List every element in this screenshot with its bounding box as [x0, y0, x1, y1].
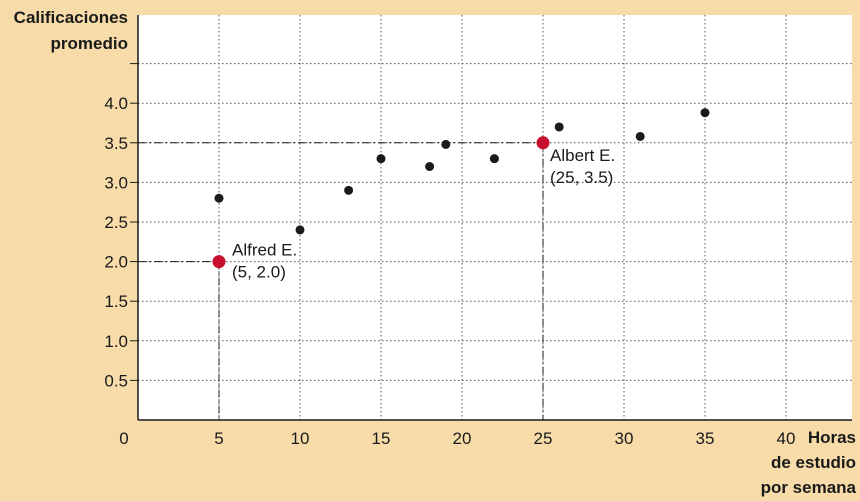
y-axis-title-line-1: Calificaciones	[13, 8, 128, 27]
x-tick-label: 25	[534, 429, 553, 448]
data-point	[489, 154, 499, 164]
y-tick-label: 3.5	[104, 134, 128, 153]
y-tick-label: 4.0	[104, 94, 128, 113]
y-tick-label: 3.0	[104, 173, 128, 192]
highlight-point-coords: (25, 3.5)	[550, 168, 613, 187]
data-point	[214, 193, 224, 203]
data-point	[554, 122, 564, 132]
y-tick-label: 2.0	[104, 253, 128, 272]
y-tick-label: 0.5	[104, 371, 128, 390]
x-tick-label: 30	[615, 429, 634, 448]
data-point	[344, 185, 354, 195]
x-tick-label: 15	[372, 429, 391, 448]
plot-area	[138, 15, 852, 420]
x-tick-label: 10	[291, 429, 310, 448]
data-point	[425, 162, 435, 172]
highlight-point-name: Alfred E.	[232, 241, 297, 260]
x-tick-label: 0	[119, 429, 128, 448]
y-axis-title-line-2: promedio	[50, 34, 128, 53]
highlight-point-coords: (5, 2.0)	[232, 263, 286, 282]
highlight-point	[536, 136, 550, 150]
x-axis-title-line-2: de estudio	[770, 453, 856, 472]
x-tick-label: 20	[453, 429, 472, 448]
highlight-point	[212, 255, 226, 269]
data-point	[700, 108, 710, 118]
y-tick-label: 1.5	[104, 292, 128, 311]
highlight-point-name: Albert E.	[550, 146, 615, 165]
x-axis-title-line-3: por semana	[760, 478, 856, 497]
x-tick-label: 40	[777, 429, 796, 448]
y-tick-label: 1.0	[104, 332, 128, 351]
data-point	[635, 131, 645, 141]
data-point	[441, 139, 451, 149]
data-point	[295, 225, 305, 235]
y-tick-label: 2.5	[104, 213, 128, 232]
data-point	[376, 154, 386, 164]
x-tick-label: 35	[696, 429, 715, 448]
x-axis-title-line-1: Horas	[807, 428, 856, 447]
x-tick-label: 5	[214, 429, 223, 448]
